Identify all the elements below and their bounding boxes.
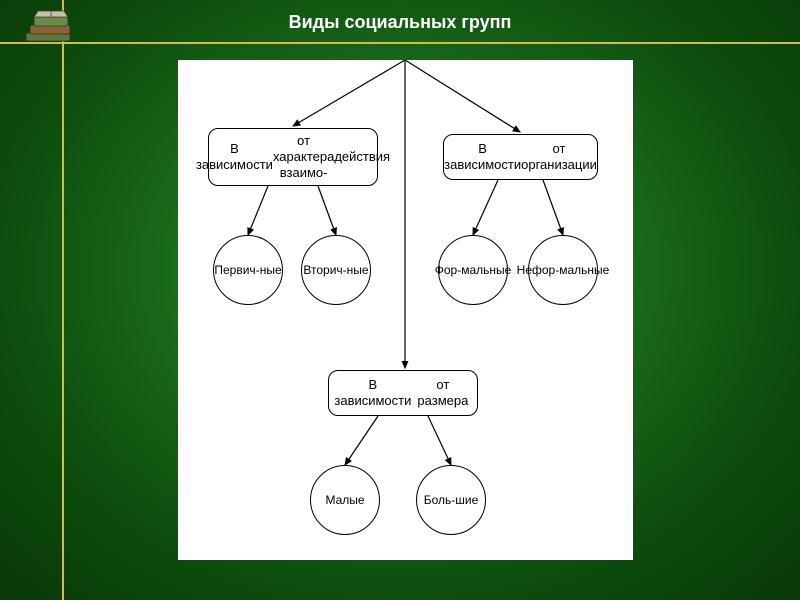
c-secondary: Вторич-ные <box>301 235 371 305</box>
frame-vertical-line <box>62 0 64 600</box>
c-small: Малые <box>310 465 380 535</box>
frame-horizontal-line <box>0 42 800 44</box>
box-organization: В зависимостиот организации <box>443 134 598 180</box>
c-primary: Первич-ные <box>213 235 283 305</box>
slide-title: Виды социальных групп <box>0 12 800 33</box>
box-interaction: В зависимостиот характера взаимо-действи… <box>208 128 378 186</box>
c-formal: Фор-мальные <box>438 235 508 305</box>
c-informal: Нефор-мальные <box>528 235 598 305</box>
diagram-area: В зависимостиот характера взаимо-действи… <box>178 60 633 560</box>
box-size: В зависимостиот размера <box>328 370 478 416</box>
c-big: Боль-шие <box>416 465 486 535</box>
